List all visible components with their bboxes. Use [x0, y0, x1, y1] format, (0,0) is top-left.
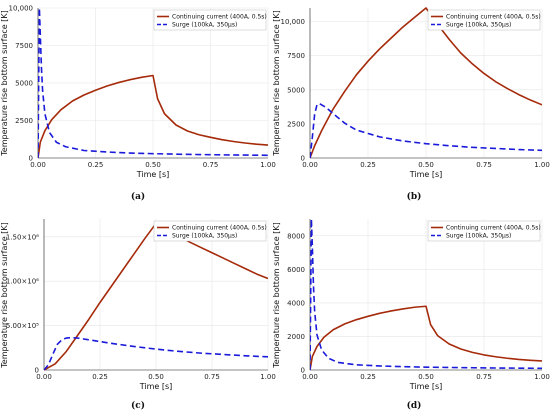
y-axis-label: Temperature rise bottom surface [K] [0, 222, 9, 368]
legend: Continuing current (400A, 0.5s)Surge (10… [427, 220, 541, 242]
y-tick-label: 0 [35, 367, 39, 375]
x-tick-label: 0.25 [360, 161, 376, 169]
x-tick-label: 0.50 [145, 161, 161, 169]
chart-panel-1: 0.00 0.25 0.50 0.75 1.00025005000750010,000T… [0, 5, 276, 203]
legend-label: Continuing current (400A, 0.5s) [172, 14, 267, 21]
y-tick-label: 5000 [15, 80, 33, 88]
chart-panel-2: 0.00 0.25 0.50 0.75 1.00025005000750010,000T… [272, 7, 550, 202]
panel-label: (d) [407, 400, 422, 411]
series-line-continuing-current [310, 7, 542, 159]
x-axis-label: Time [s] [139, 382, 173, 391]
panel-label: (a) [131, 191, 145, 202]
legend-box [153, 9, 267, 31]
legend-label: Continuing current (400A, 0.5s) [446, 225, 541, 232]
x-tick-label: 1.00 [260, 373, 276, 381]
panel-label: (b) [407, 191, 422, 202]
legend-label: Surge (100kA, 350µs) [172, 22, 237, 29]
x-tick-label: 0.50 [418, 373, 434, 381]
x-axis-label: Time [s] [409, 170, 443, 179]
x-tick-label: 0.25 [360, 373, 376, 381]
series-line-continuing-current [310, 305, 542, 371]
y-axis-label: Temperature rise bottom surface [K] [0, 10, 9, 156]
legend: Continuing current (400A, 0.5s)Surge (10… [427, 9, 541, 31]
y-tick-label: 7500 [15, 42, 33, 50]
legend-label: Surge (100kA, 350µs) [172, 233, 237, 240]
x-tick-label: 1.00 [534, 373, 550, 381]
y-tick-label: 1.00×10⁶ [6, 278, 39, 286]
series-line-continuing-current [38, 74, 268, 159]
chart-panel-4: 0.00 0.25 0.50 0.75 1.00 0 2000 4000 6000 8000 Tim… [272, 218, 550, 411]
y-tick-label: 0 [29, 155, 33, 163]
series-line-surge [310, 218, 542, 371]
x-tick-label: 0.00 [302, 161, 318, 169]
panel-label: (c) [131, 400, 145, 411]
legend-label: Surge (100kA, 350µs) [446, 22, 511, 29]
x-axis-label: Time [s] [409, 382, 443, 391]
y-tick-label: 10,000 [281, 18, 306, 26]
y-tick-label: 2500 [287, 120, 305, 128]
y-tick-label: 5000 [287, 86, 305, 94]
chart-panel-3: 0.00 0.25 0.50 0.75 1.00 0 5.00×10⁵ 1.00×10⁶ 1.5… [0, 219, 276, 411]
legend-box [427, 9, 541, 31]
series-line-surge [44, 336, 268, 371]
legend-label: Surge (100kA, 350µs) [446, 233, 511, 240]
series-line-surge [310, 102, 542, 159]
legend-label: Continuing current (400A, 0.5s) [446, 14, 541, 21]
y-tick-label: 10,000 [9, 5, 34, 13]
y-tick-label: 0 [301, 155, 305, 163]
x-tick-label: 0.50 [418, 161, 434, 169]
legend: Continuing current (400A, 0.5s)Surge (10… [153, 220, 267, 242]
y-tick-label: 1.50×10⁶ [6, 233, 39, 241]
x-tick-label: 0.75 [476, 373, 492, 381]
x-tick-label: 0.00 [36, 373, 52, 381]
x-tick-label: 1.00 [260, 161, 276, 169]
x-axis-label: Time [s] [136, 170, 170, 179]
series-line-surge [38, 7, 268, 159]
y-tick-label: 0 [301, 367, 305, 375]
x-tick-label: 0.25 [88, 161, 104, 169]
legend-label: Continuing current (400A, 0.5s) [172, 225, 267, 232]
y-tick-label: 6000 [287, 266, 305, 274]
x-tick-label: 0.75 [204, 373, 220, 381]
y-tick-label: 7500 [287, 52, 305, 60]
y-axis-label: Temperature rise bottom surface [K] [272, 222, 281, 368]
legend: Continuing current (400A, 0.5s)Surge (10… [153, 9, 267, 31]
x-tick-label: 0.75 [203, 161, 219, 169]
x-tick-label: 0.00 [30, 161, 46, 169]
y-axis-label: Temperature rise bottom surface [K] [272, 10, 281, 156]
x-tick-label: 0.50 [148, 373, 164, 381]
y-tick-label: 2500 [15, 117, 33, 125]
legend-box [427, 220, 541, 242]
x-tick-label: 1.00 [534, 161, 550, 169]
x-tick-label: 0.75 [476, 161, 492, 169]
y-tick-label: 5.00×10⁵ [6, 322, 39, 330]
x-tick-label: 0.25 [92, 373, 108, 381]
x-tick-label: 0.00 [302, 373, 318, 381]
y-tick-label: 2000 [287, 333, 305, 341]
y-tick-label: 8000 [287, 232, 305, 240]
legend-box [153, 220, 267, 242]
y-tick-label: 4000 [287, 299, 305, 307]
